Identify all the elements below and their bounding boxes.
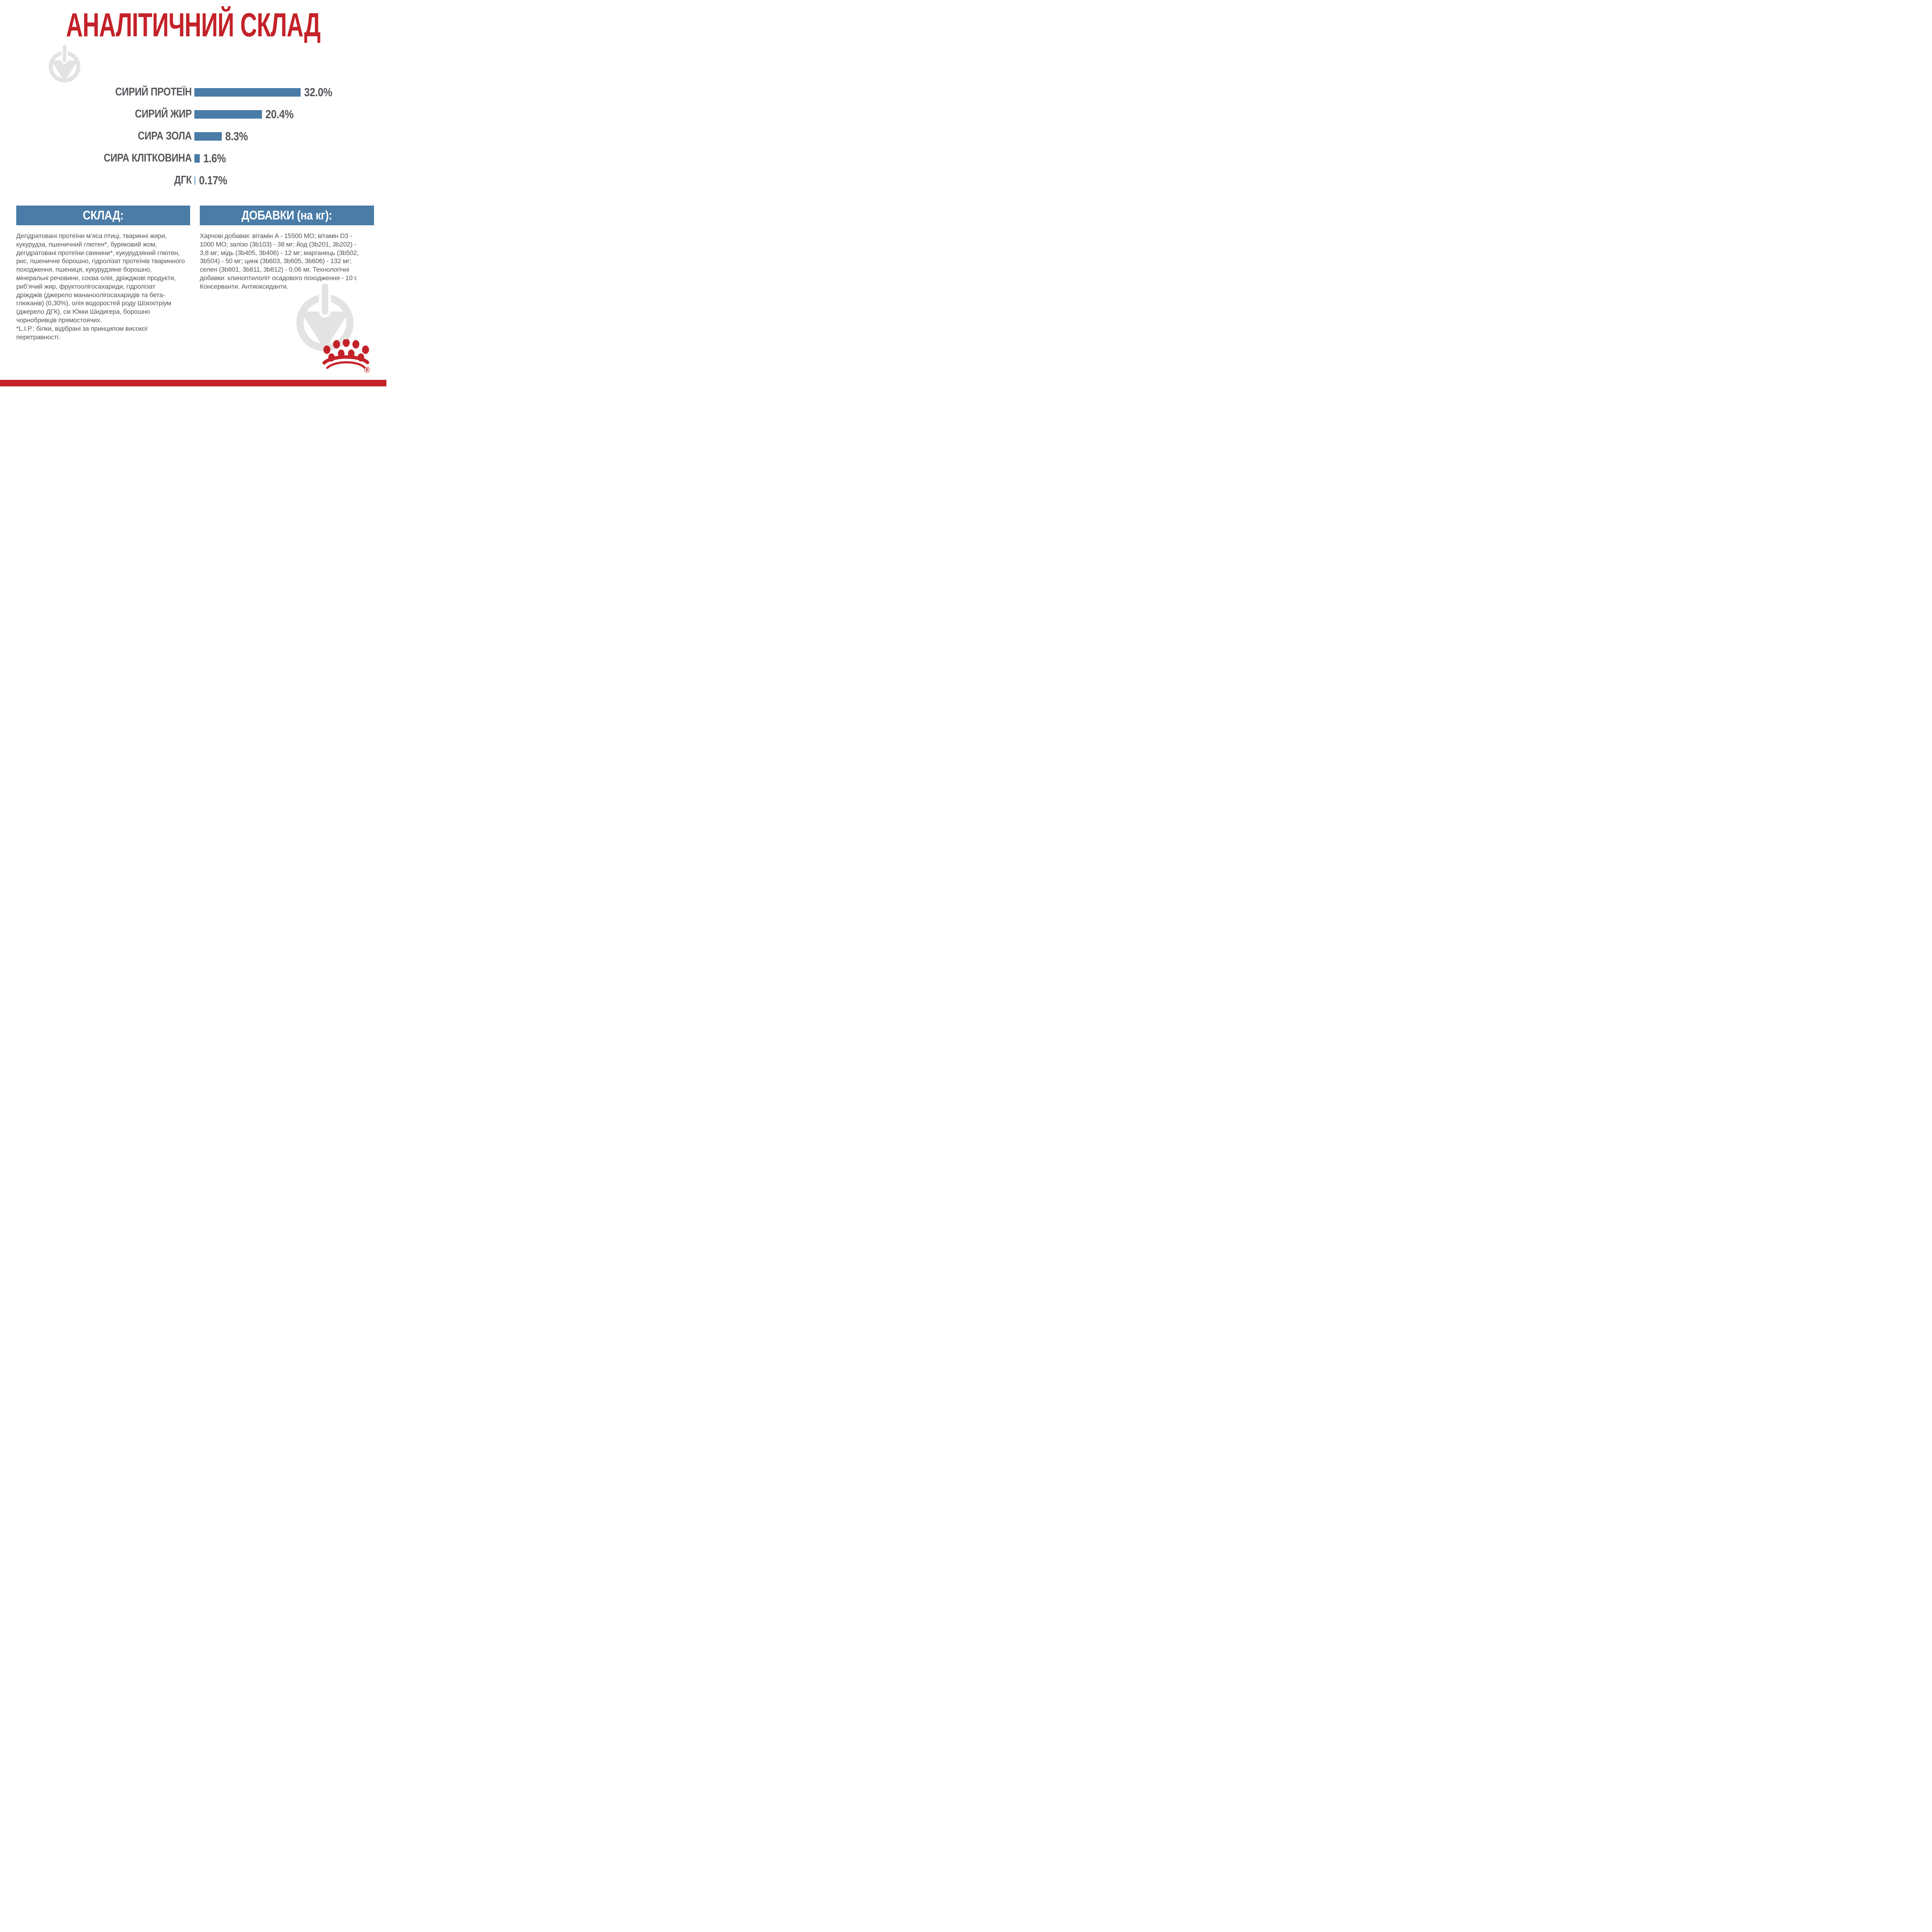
additives-header-banner: ДОБАВКИ (на кг):	[200, 206, 374, 225]
text-line: 3,8 мг; мідь (3b405, 3b406) - 12 мг; мар…	[200, 249, 359, 257]
royal-canin-crown-logo: ®	[322, 339, 370, 374]
bottom-red-band	[0, 380, 386, 386]
bar-category-label: СИРИЙ ПРОТЕЇН	[115, 86, 192, 98]
page-title: АНАЛІТИЧНИЙ СКЛАД	[66, 7, 321, 44]
text-line: Дегідратовані протеїни м’яса птиці, твар…	[16, 232, 167, 240]
bar	[194, 110, 262, 119]
bar	[194, 132, 222, 141]
bar-category-label: СИРИЙ ЖИР	[135, 108, 192, 120]
text-line: (джерело ДГК), сік Юкки Шидигера, борошн…	[16, 308, 150, 316]
bar-value-label: 1.6%	[203, 151, 226, 165]
chart-row: СИРИЙ ЖИР 20.4%	[0, 107, 386, 121]
bar-category-label: СИРА ЗОЛА	[138, 130, 192, 142]
crown-swoosh-thin	[326, 361, 366, 369]
trowel-watermark-icon	[296, 281, 354, 352]
chart-row: ДГК 0.17%	[0, 173, 386, 187]
text-line: глюканів) (0,30%), олія водоростей роду …	[16, 299, 171, 307]
additives-header-label: ДОБАВКИ (на кг):	[242, 208, 332, 222]
text-line: Харчові добавки: вітамін A - 15500 МО; в…	[200, 232, 352, 240]
chart-row: СИРА ЗОЛА 8.3%	[0, 129, 386, 143]
bar-value-label: 20.4%	[265, 107, 294, 121]
text-line: дегідратовані протеїни свинини*, кукуруд…	[16, 249, 180, 257]
text-line: селен (3b801, 3b811, 3b812) - 0,06 мг. Т…	[200, 266, 349, 274]
analytical-composition-chart: СИРИЙ ПРОТЕЇН 32.0% СИРИЙ ЖИР 20.4% СИРА ЗОЛ…	[0, 0, 386, 201]
infographic-page: АНАЛІТИЧНИЙ СКЛАД СИРИЙ ПРОТЕЇН 32.0% СИРИ…	[0, 0, 386, 386]
text-line: риб’ячий жир, фруктоолігосахариди, гідро…	[16, 282, 155, 290]
text-line: чорнобривців прямостоячих.	[16, 316, 102, 324]
crown-swoosh-thick	[322, 355, 369, 365]
bar-value-label: 8.3%	[225, 129, 248, 143]
text-line: перетравності.	[16, 333, 60, 341]
bar-value-label: 32.0%	[304, 85, 332, 99]
composition-header-banner: СКЛАД:	[16, 206, 190, 225]
text-line: походження, пшениця, кукурудзяне борошно…	[16, 266, 152, 274]
text-line: дріжджів (джерело мананоолігосахаридів т…	[16, 291, 165, 299]
bar-category-label: ДГК	[174, 174, 192, 186]
text-line: добавки: клиноптилоліт осадового походже…	[200, 274, 358, 282]
chart-row: СИРА КЛІТКОВИНА 1.6%	[0, 151, 386, 165]
text-line: мінеральні речовини, соєва олія, дріжджо…	[16, 274, 176, 282]
text-line: 3b504) - 50 мг; цинк (3b603, 3b605, 3b60…	[200, 257, 352, 265]
registered-trademark-icon: ®	[364, 366, 370, 374]
composition-header-label: СКЛАД:	[83, 208, 124, 222]
bar	[194, 176, 196, 185]
text-line: кукурудза, пшеничний глютен*, буряковий …	[16, 240, 157, 248]
bar	[194, 88, 301, 97]
bar-category-label: СИРА КЛІТКОВИНА	[104, 152, 192, 164]
text-line: рис, пшеничне борошно, гідролізат протеї…	[16, 257, 185, 265]
additives-text: Харчові добавки: вітамін A - 15500 МО; в…	[200, 232, 377, 291]
bar	[194, 154, 200, 163]
bar-value-label: 0.17%	[199, 173, 227, 187]
trowel-watermark-icon	[49, 43, 80, 83]
text-line: *L.I.P.: білки, відібрані за принципом в…	[16, 325, 148, 332]
composition-text: Дегідратовані протеїни м’яса птиці, твар…	[16, 232, 195, 341]
text-line: Консерванти. Антиоксиданти.	[200, 282, 289, 290]
chart-row: СИРИЙ ПРОТЕЇН 32.0%	[0, 85, 386, 99]
text-line: 1000 МО; залізо (3b103) - 38 мг; йод (3b…	[200, 240, 357, 248]
